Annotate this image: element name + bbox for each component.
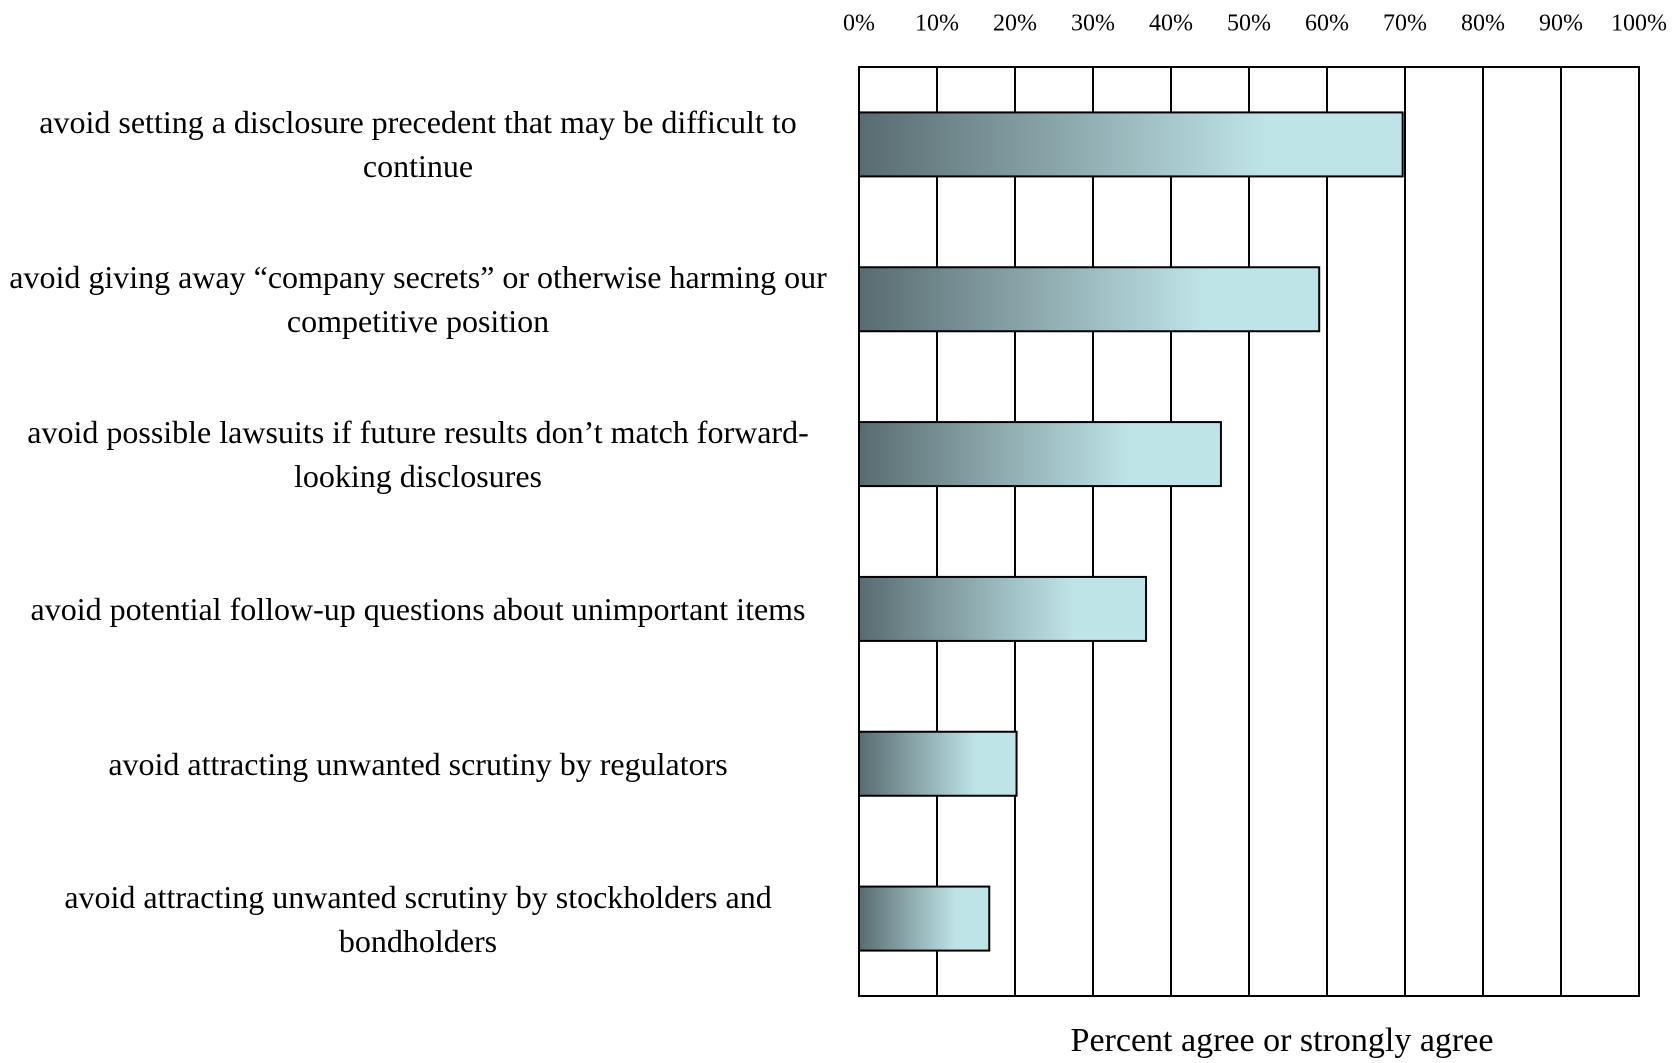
x-tick-label: 70% [1383,11,1427,37]
bar [858,111,1404,178]
x-tick-label: 40% [1149,11,1193,37]
x-tick-label: 60% [1305,11,1349,37]
bar [858,421,1222,488]
y-tick-label: avoid attracting unwanted scrutiny by re… [108,745,728,782]
x-tick-label: 90% [1539,11,1583,37]
x-tick-label: 50% [1227,11,1271,37]
y-tick-label: avoid attracting unwanted scrutiny by st… [64,878,772,959]
x-tick-label: 10% [915,11,959,37]
bar [858,575,1148,642]
bar [858,730,1018,797]
x-tick-label: 20% [993,11,1037,37]
y-tick-label: avoid giving away “company secrets” or o… [9,259,827,340]
x-tick-label: 80% [1461,11,1505,37]
x-axis-title: Percent agree or strongly agree [1071,1022,1494,1059]
bar [858,885,991,952]
plot-frame [858,66,1640,997]
x-tick-label: 0% [843,11,875,37]
y-tick-label: avoid setting a disclosure precedent tha… [39,104,797,185]
x-tick-label: 30% [1071,11,1115,37]
bar [858,266,1321,333]
y-tick-label: avoid potential follow-up questions abou… [30,590,806,627]
y-tick-label: avoid possible lawsuits if future result… [27,414,809,495]
x-tick-label: 100% [1611,11,1667,37]
